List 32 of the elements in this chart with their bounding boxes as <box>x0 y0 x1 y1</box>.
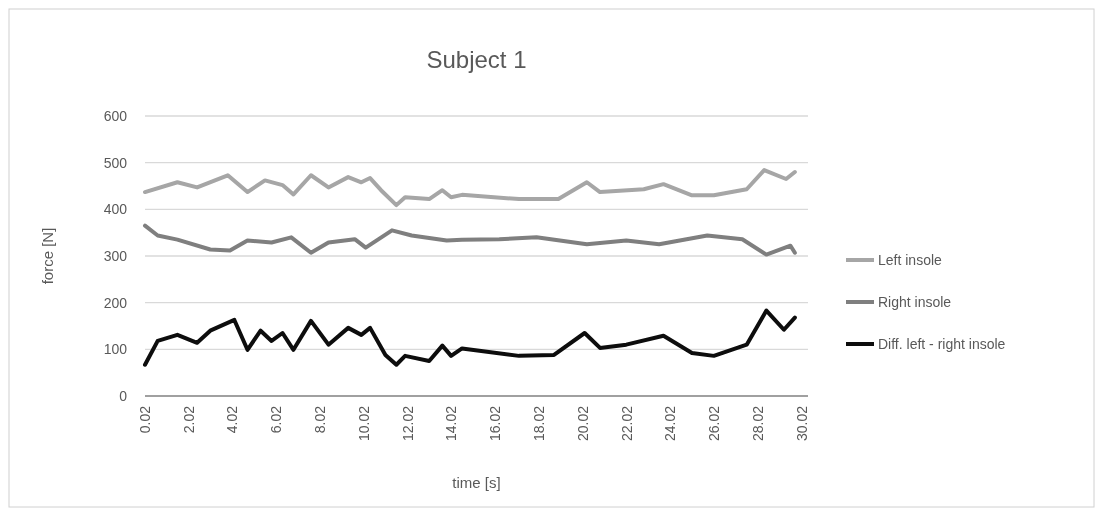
x-tick-label: 26.02 <box>706 405 723 442</box>
x-tick-label: 20.02 <box>574 405 591 442</box>
y-tick-label: 600 <box>103 107 128 124</box>
y-tick-label: 300 <box>103 247 128 264</box>
y-tick-label: 0 <box>119 387 128 404</box>
y-tick-label: 100 <box>103 341 128 358</box>
y-tick-label: 200 <box>103 294 128 311</box>
line-series <box>143 168 797 208</box>
x-tick-label: 24.02 <box>662 405 679 442</box>
legend-label: Diff. left - right insole <box>878 335 1006 352</box>
x-tick-label: 28.02 <box>749 405 766 442</box>
x-tick-label: 10.02 <box>355 405 372 442</box>
line-series <box>143 308 797 367</box>
x-tick-label: 2.02 <box>180 405 197 434</box>
x-tick-label: 30.02 <box>793 405 810 442</box>
legend-label: Right insole <box>878 293 952 310</box>
y-tick-label: 400 <box>103 201 128 218</box>
y-tick-label: 500 <box>103 154 128 171</box>
x-tick-label: 0.02 <box>136 405 153 434</box>
x-tick-label: 18.02 <box>531 405 548 442</box>
x-tick-label: 12.02 <box>399 405 416 442</box>
x-tick-label: 16.02 <box>487 405 504 442</box>
legend-label: Left insole <box>878 251 943 268</box>
x-tick-label: 8.02 <box>312 405 329 434</box>
x-tick-label: 14.02 <box>443 405 460 442</box>
x-tick-label: 4.02 <box>224 405 241 434</box>
x-tick-label: 6.02 <box>268 405 285 434</box>
chart-title: Subject 1 <box>426 46 527 73</box>
y-axis-title: force [N] <box>39 227 56 285</box>
x-tick-label: 22.02 <box>618 405 635 442</box>
x-axis-title: time [s] <box>452 474 501 491</box>
line-series <box>143 223 797 257</box>
